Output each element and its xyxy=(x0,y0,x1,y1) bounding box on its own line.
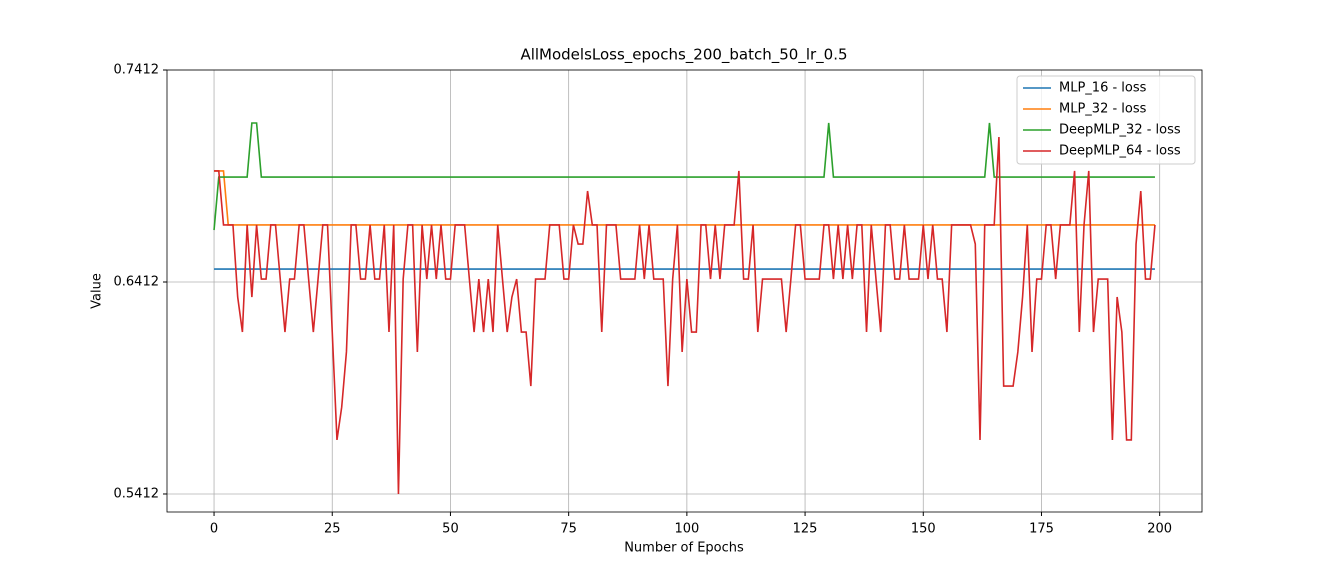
y-tick-label: 0.7412 xyxy=(114,63,160,78)
chart-title: AllModelsLoss_epochs_200_batch_50_lr_0.5 xyxy=(520,46,847,65)
legend-label: DeepMLP_64 - loss xyxy=(1059,144,1181,159)
x-tick-label: 75 xyxy=(560,522,577,537)
series-line xyxy=(214,136,1156,494)
x-tick-label: 150 xyxy=(911,522,936,537)
x-tick-label: 0 xyxy=(210,522,218,537)
plot-frame xyxy=(166,69,1203,513)
legend-label: MLP_32 - loss xyxy=(1059,102,1147,117)
legend: MLP_16 - loss MLP_32 - loss DeepMLP_32 - l… xyxy=(1016,75,1196,165)
legend-label: DeepMLP_32 - loss xyxy=(1059,123,1181,138)
series-line xyxy=(213,122,1155,231)
x-tick-label: 25 xyxy=(324,522,341,537)
y-axis-label: Value xyxy=(90,273,105,309)
x-tick-label: 50 xyxy=(442,522,459,537)
x-tick-label: 200 xyxy=(1147,522,1172,537)
x-axis-label: Number of Epochs xyxy=(624,541,744,556)
y-tick-label: 0.5412 xyxy=(114,486,160,501)
legend-label: MLP_16 - loss xyxy=(1059,81,1147,96)
y-tick-label: 0.6412 xyxy=(114,274,160,289)
x-tick-label: 175 xyxy=(1029,522,1054,537)
x-tick-label: 100 xyxy=(674,522,699,537)
x-tick-label: 125 xyxy=(793,522,818,537)
legend-box xyxy=(1016,75,1196,165)
